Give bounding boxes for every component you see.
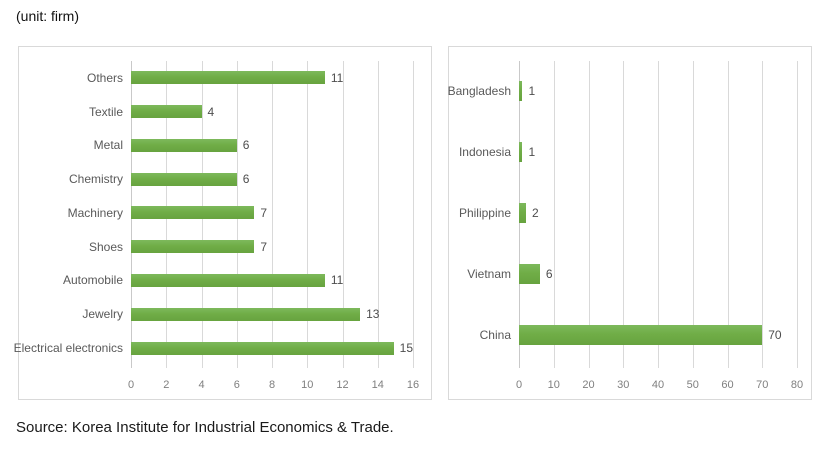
bar bbox=[131, 71, 325, 85]
category-label: Others bbox=[86, 70, 123, 85]
value-label: 15 bbox=[399, 341, 413, 355]
bar-row: Machinery 7 bbox=[68, 205, 413, 220]
bar-row: Bangladesh 1 bbox=[448, 81, 797, 102]
unit-label: (unit: firm) bbox=[16, 8, 79, 24]
x-axis: 0 2 4 6 8 10 12 14 16 bbox=[127, 369, 419, 399]
gridline bbox=[553, 61, 555, 368]
bar-row: Philippine 2 bbox=[459, 202, 797, 223]
value-label: 2 bbox=[531, 205, 539, 220]
bar-row: Textile 4 bbox=[89, 104, 413, 119]
gridline bbox=[762, 61, 764, 368]
x-tick-label: 50 bbox=[686, 379, 699, 391]
gridline bbox=[272, 61, 273, 368]
gridline bbox=[658, 61, 659, 368]
gridline bbox=[623, 61, 625, 368]
category-label: Electrical electronics bbox=[13, 341, 123, 355]
x-tick-label: 80 bbox=[790, 379, 804, 391]
country-bar-chart: Bangladesh 1 Indonesia 1 Philippine 2 Vietnam 6… bbox=[448, 47, 811, 399]
industry-chart-panel: Others 11 Textile 4 Metal 6 Chemistry 6 Machiner… bbox=[14, 46, 432, 400]
bar-rows: Others 11 Textile 4 Metal 6 Chemistry 6 Machiner… bbox=[14, 61, 413, 365]
x-tick-label: 70 bbox=[756, 379, 769, 391]
value-label: 70 bbox=[768, 327, 782, 342]
bar-row: Jewelry 13 bbox=[82, 307, 413, 322]
gridline bbox=[727, 61, 729, 368]
category-label: Bangladesh bbox=[447, 84, 511, 99]
x-axis: 0 10 20 30 40 50 60 70 80 bbox=[515, 369, 803, 399]
value-label: 7 bbox=[260, 239, 268, 254]
gridline bbox=[307, 61, 309, 368]
value-label: 11 bbox=[330, 273, 344, 288]
x-tick-label: 40 bbox=[651, 379, 665, 391]
x-tick-label: 6 bbox=[233, 379, 240, 391]
value-label: 6 bbox=[242, 138, 250, 153]
category-label: Indonesia bbox=[458, 145, 511, 160]
category-label: Shoes bbox=[88, 239, 123, 254]
plot-area: Bangladesh 1 Indonesia 1 Philippine 2 Vietnam 6… bbox=[448, 61, 798, 368]
value-label: 6 bbox=[242, 172, 250, 187]
category-label: Metal bbox=[93, 138, 123, 153]
x-tick-label: 14 bbox=[371, 379, 384, 391]
bar-row: Shoes 7 bbox=[89, 239, 413, 254]
bar bbox=[519, 142, 523, 163]
source-text: Source: Korea Institute for Industrial E… bbox=[16, 419, 394, 436]
country-chart-panel: Bangladesh 1 Indonesia 1 Philippine 2 Vietnam 6… bbox=[448, 46, 812, 400]
bar bbox=[131, 307, 361, 321]
gridline bbox=[377, 61, 379, 368]
bar-row: Electrical electronics 15 bbox=[14, 341, 413, 355]
bar bbox=[519, 202, 526, 223]
value-label: 1 bbox=[528, 84, 536, 99]
bar-row: Metal 6 bbox=[94, 138, 413, 153]
bar bbox=[131, 105, 202, 119]
bar bbox=[519, 324, 763, 345]
x-tick-label: 16 bbox=[406, 379, 420, 391]
bar-row: Others 11 bbox=[87, 70, 413, 85]
x-tick-label: 4 bbox=[198, 379, 205, 391]
bar bbox=[131, 341, 394, 355]
bar-rows: Bangladesh 1 Indonesia 1 Philippine 2 Vietnam 6… bbox=[448, 61, 797, 365]
x-tick-label: 30 bbox=[617, 379, 630, 391]
bar bbox=[131, 138, 237, 152]
gridline bbox=[797, 61, 798, 368]
bar bbox=[519, 263, 540, 284]
x-tick-label: 10 bbox=[301, 379, 314, 391]
industry-bar-chart: Others 11 Textile 4 Metal 6 Chemistry 6 Machiner… bbox=[14, 47, 431, 399]
bar bbox=[131, 172, 237, 186]
x-tick-label: 0 bbox=[515, 379, 523, 391]
plot-area: Others 11 Textile 4 Metal 6 Chemistry 6 Machiner… bbox=[14, 61, 414, 368]
bar-row: Vietnam 6 bbox=[467, 263, 797, 284]
bar-row: Chemistry 6 bbox=[69, 172, 413, 187]
value-label: 13 bbox=[366, 307, 380, 322]
category-label: Machinery bbox=[67, 205, 123, 220]
gridline bbox=[588, 61, 590, 368]
category-label: Jewelry bbox=[82, 307, 123, 322]
value-label: 6 bbox=[545, 266, 553, 281]
x-tick-label: 0 bbox=[127, 379, 135, 391]
x-tick-label: 2 bbox=[163, 379, 170, 391]
value-label: 4 bbox=[207, 104, 215, 119]
bar bbox=[131, 240, 255, 254]
x-tick-label: 20 bbox=[582, 379, 595, 391]
bar-row: China 70 bbox=[480, 324, 797, 345]
gridline bbox=[342, 61, 344, 368]
x-tick-label: 60 bbox=[721, 379, 734, 391]
gridline bbox=[413, 61, 414, 368]
gridline bbox=[692, 61, 694, 368]
bar-row: Automobile 11 bbox=[63, 273, 413, 288]
value-label: 1 bbox=[528, 145, 536, 160]
x-tick-label: 10 bbox=[547, 379, 560, 391]
value-label: 11 bbox=[330, 70, 344, 85]
value-label: 7 bbox=[260, 205, 268, 220]
bar-row: Indonesia 1 bbox=[459, 142, 797, 163]
category-label: Vietnam bbox=[467, 266, 511, 281]
bar bbox=[131, 206, 255, 220]
category-label: China bbox=[479, 327, 511, 342]
x-tick-label: 12 bbox=[336, 379, 349, 391]
bar bbox=[131, 273, 325, 287]
category-label: Textile bbox=[88, 104, 123, 119]
category-label: Philippine bbox=[458, 205, 511, 220]
category-label: Chemistry bbox=[68, 172, 123, 187]
bar bbox=[519, 81, 523, 102]
x-tick-label: 8 bbox=[268, 379, 276, 391]
category-label: Automobile bbox=[62, 273, 123, 288]
